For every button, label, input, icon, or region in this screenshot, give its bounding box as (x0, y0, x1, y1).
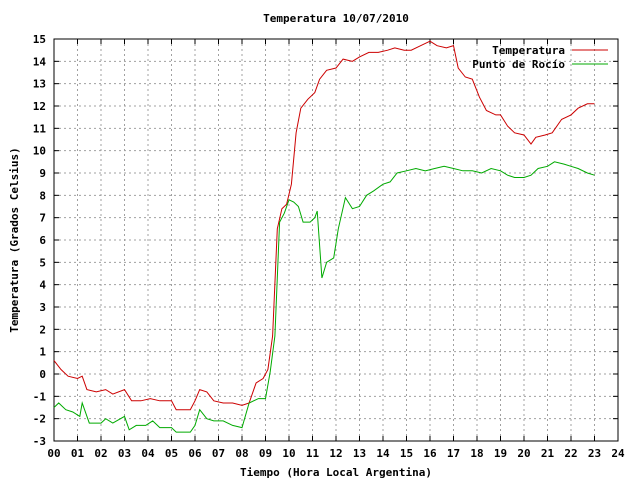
y-tick-label: 11 (33, 122, 47, 135)
x-tick-label: 16 (423, 447, 437, 460)
y-tick-label: 12 (33, 100, 46, 113)
y-tick-label: 0 (39, 368, 46, 381)
grid (54, 39, 618, 441)
x-tick-label: 07 (212, 447, 225, 460)
x-tick-label: 22 (564, 447, 577, 460)
legend-label: Punto de Rocío (472, 58, 565, 71)
x-tick-label: 24 (611, 447, 625, 460)
series-line-punto-de-rocio (53, 161, 595, 433)
y-tick-label: 9 (39, 167, 46, 180)
y-tick-label: 2 (39, 323, 46, 336)
series-line-temperatura (53, 40, 595, 411)
x-tick-label: 21 (541, 447, 555, 460)
x-tick-label: 08 (235, 447, 248, 460)
y-tick-label: 7 (39, 212, 46, 225)
chart-title: Temperatura 10/07/2010 (263, 12, 409, 25)
y-tick-label: 1 (39, 346, 46, 359)
x-tick-label: 15 (400, 447, 413, 460)
x-tick-label: 09 (259, 447, 272, 460)
x-tick-label: 02 (94, 447, 107, 460)
x-tick-label: 19 (494, 447, 507, 460)
series-layer (53, 40, 595, 433)
y-tick-label: 6 (39, 234, 46, 247)
x-tick-label: 11 (306, 447, 320, 460)
x-tick-label: 14 (376, 447, 390, 460)
x-tick-label: 17 (447, 447, 460, 460)
plot-frame (53, 38, 619, 442)
x-tick-label: 13 (353, 447, 366, 460)
y-tick-label: 5 (39, 256, 46, 269)
x-tick-label: 03 (118, 447, 131, 460)
y-tick-label: 10 (33, 145, 46, 158)
legend-label: Temperatura (492, 44, 565, 57)
x-tick-label: 06 (188, 447, 202, 460)
x-tick-label: 01 (71, 447, 85, 460)
x-tick-label: 05 (165, 447, 178, 460)
x-tick-label: 18 (470, 447, 483, 460)
y-tick-label: 14 (33, 55, 47, 68)
x-tick-label: 23 (588, 447, 601, 460)
y-tick-label: 13 (33, 78, 46, 91)
x-axis-label: Tiempo (Hora Local Argentina) (240, 466, 432, 479)
y-tick-label: -2 (33, 413, 46, 426)
y-tick-label: -1 (33, 390, 47, 403)
y-tick-label: 15 (33, 33, 46, 46)
x-tick-label: 12 (329, 447, 342, 460)
y-tick-label: 3 (39, 301, 46, 314)
y-tick-label: 8 (39, 189, 46, 202)
y-tick-label: 4 (39, 279, 46, 292)
y-axis-label: Temperatura (Grados Celsius) (8, 147, 21, 332)
axes: 00 01 02 03 04 05 06 07 08 09 10 11 12 13 14 15 16 17 18 19… (33, 33, 625, 460)
y-tick-label: -3 (33, 435, 46, 448)
x-tick-label: 00 (47, 447, 60, 460)
x-tick-label: 10 (282, 447, 295, 460)
x-tick-label: 04 (141, 447, 155, 460)
x-tick-label: 20 (517, 447, 530, 460)
